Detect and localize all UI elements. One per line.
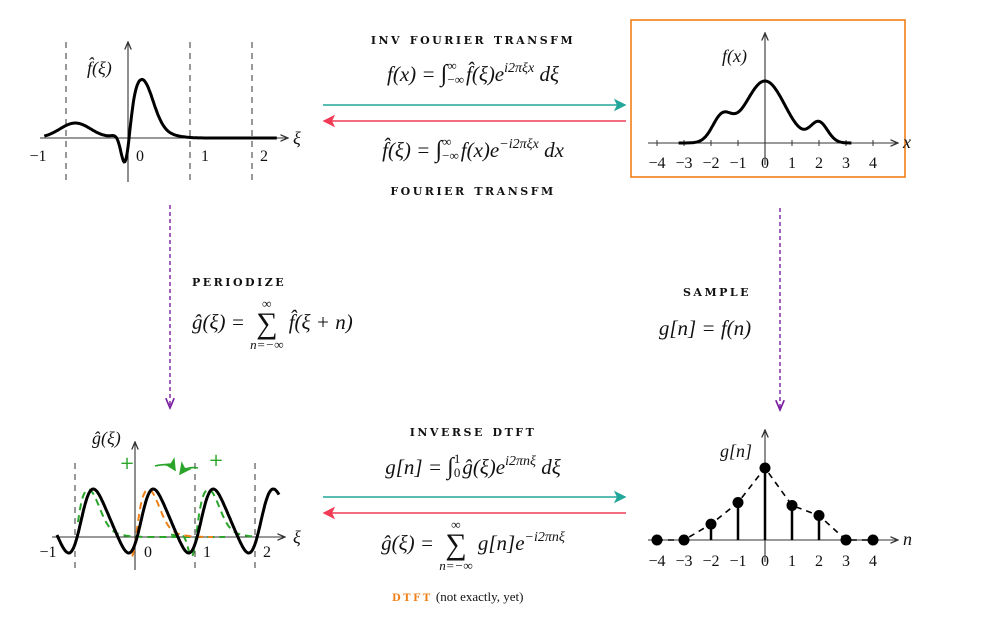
inverse-dtft-equation: g[n] = ∫ 1 0 ĝ(ξ)ei2πnξ dξ (385, 451, 561, 483)
eq-body: g[n]e (477, 530, 525, 555)
forward-ft-label: fourier transfm (390, 181, 556, 199)
sample-point (732, 497, 744, 509)
f-curve (678, 79, 852, 145)
eq-exponent: −i2πξx (499, 137, 539, 152)
g-plot: −4 −3 −2 −1 0 1 2 3 4 g[n] n (648, 430, 912, 570)
tick-label: 2 (263, 544, 271, 561)
tick-label: 2 (815, 553, 823, 570)
periodize-equation: ĝ(ξ) = ∞ ∑ n=−∞ f̂(ξ + n) (192, 297, 353, 351)
ghat-curve (55, 487, 281, 555)
sample-equation: g[n] = f(n) (659, 318, 751, 339)
sample-label: sample (682, 282, 752, 300)
shift-right-arrow (154, 457, 176, 472)
original-copy-curve (131, 488, 213, 557)
tick-label: 0 (761, 155, 769, 172)
periodize-label: periodize (192, 272, 287, 290)
sample-point (813, 510, 825, 522)
forward-ft-equation: f̂(ξ) = ∫ ∞ −∞ f(x)e−i2πξx dx (382, 134, 564, 166)
f-plot: −4 −3 −2 −1 0 1 2 3 4 f(x) x (648, 33, 911, 172)
tick-label: 1 (203, 544, 211, 561)
integral-limits: ∞ −∞ (442, 134, 459, 164)
x-axis-label: x (902, 132, 911, 152)
eq-exponent: −i2πnξ (524, 529, 565, 545)
tick-label: −3 (675, 155, 692, 172)
eq-lhs: f̂(ξ) = (382, 138, 436, 162)
y-axis-label: f(x) (722, 46, 747, 67)
inverse-ft-label: inv fourier transfm (370, 30, 576, 48)
fhat-curve (43, 77, 277, 164)
sample-point (651, 534, 663, 546)
sample-point (759, 462, 771, 474)
eq-tail: dx (538, 138, 564, 162)
eq-lhs: f(x) = (386, 62, 441, 86)
fhat-plot: −1 0 1 2 f̂(ξ) ξ (29, 42, 301, 185)
eq-body: f̂(ξ + n) (288, 309, 353, 334)
tick-label: 1 (788, 553, 796, 570)
x-axis-label: n (903, 529, 912, 549)
tick-label: −2 (702, 553, 719, 570)
tick-label: 3 (842, 155, 850, 172)
eq-exponent: i2πξx (504, 61, 535, 76)
shift-left-arrow (179, 461, 199, 476)
integral-sign: ∫ (440, 61, 448, 87)
shifted-copy-curve (170, 488, 258, 558)
eq-tail: dξ (536, 455, 561, 479)
sum-sign: ∞ ∑ n=−∞ (439, 517, 473, 573)
tick-label: 0 (144, 544, 152, 561)
sample-point (705, 518, 717, 530)
x-axis-label: ξ (293, 527, 301, 547)
tick-label: 0 (136, 148, 144, 165)
plus-sign: + (119, 453, 134, 474)
inverse-dtft-label: inverse dtft (409, 422, 537, 440)
dtft-note: (not exactly, yet) (435, 589, 524, 604)
eq-lhs: g[n] = (385, 455, 448, 479)
tick-label: −4 (648, 553, 665, 570)
eq-tail: dξ (534, 62, 560, 86)
eq-body: f̂(ξ)e (465, 62, 505, 86)
sample-point (678, 534, 690, 546)
sample-point (786, 499, 798, 511)
tick-label: −1 (29, 148, 46, 165)
tick-label: −3 (675, 553, 692, 570)
sample-point (867, 534, 879, 546)
integral-sign: ∫ (447, 454, 454, 480)
eq-body: ĝ(ξ)e (462, 455, 506, 479)
y-axis-label: ĝ(ξ) (92, 428, 121, 449)
integral-limits: ∞ −∞ (447, 58, 464, 88)
eq-lhs: ĝ(ξ) = (192, 309, 251, 334)
x-axis-label: ξ (293, 128, 301, 148)
tick-label: −2 (702, 155, 719, 172)
ghat-plot: + + −1 0 1 2 ĝ(ξ) ξ (39, 428, 301, 570)
integral-sign: ∫ (435, 137, 443, 163)
y-axis-label: f̂(ξ) (87, 57, 112, 79)
f-highlight-box (630, 19, 906, 178)
tick-label: 4 (869, 155, 877, 172)
tick-label: −1 (729, 553, 746, 570)
tick-label: −1 (39, 544, 56, 561)
eq-text: g[n] = f(n) (658, 316, 752, 340)
dtft-caption: dtft (not exactly, yet) (392, 589, 524, 605)
tick-label: 2 (260, 148, 268, 165)
inverse-ft-equation: f(x) = ∫ ∞ −∞ f̂(ξ)ei2πξx dξ (386, 58, 560, 90)
dtft-equation: ĝ(ξ) = ∞ ∑ n=−∞ g[n]e−i2πnξ (381, 518, 565, 572)
dtft-label: dtft (392, 589, 433, 605)
tick-label: 2 (815, 155, 823, 172)
y-axis-label: g[n] (720, 441, 752, 461)
eq-body: f(x)e (460, 138, 500, 162)
plus-sign: + (208, 450, 223, 471)
tick-label: −1 (729, 155, 746, 172)
eq-lhs: ĝ(ξ) = (381, 530, 440, 555)
tick-label: 3 (842, 553, 850, 570)
tick-label: 0 (761, 553, 769, 570)
sample-point (840, 534, 852, 546)
tick-label: −4 (648, 155, 665, 172)
tick-label: 4 (869, 553, 877, 570)
sum-sign: ∞ ∑ n=−∞ (250, 296, 284, 352)
eq-exponent: i2πnξ (505, 454, 537, 469)
tick-label: 1 (201, 148, 209, 165)
tick-label: 1 (788, 155, 796, 172)
